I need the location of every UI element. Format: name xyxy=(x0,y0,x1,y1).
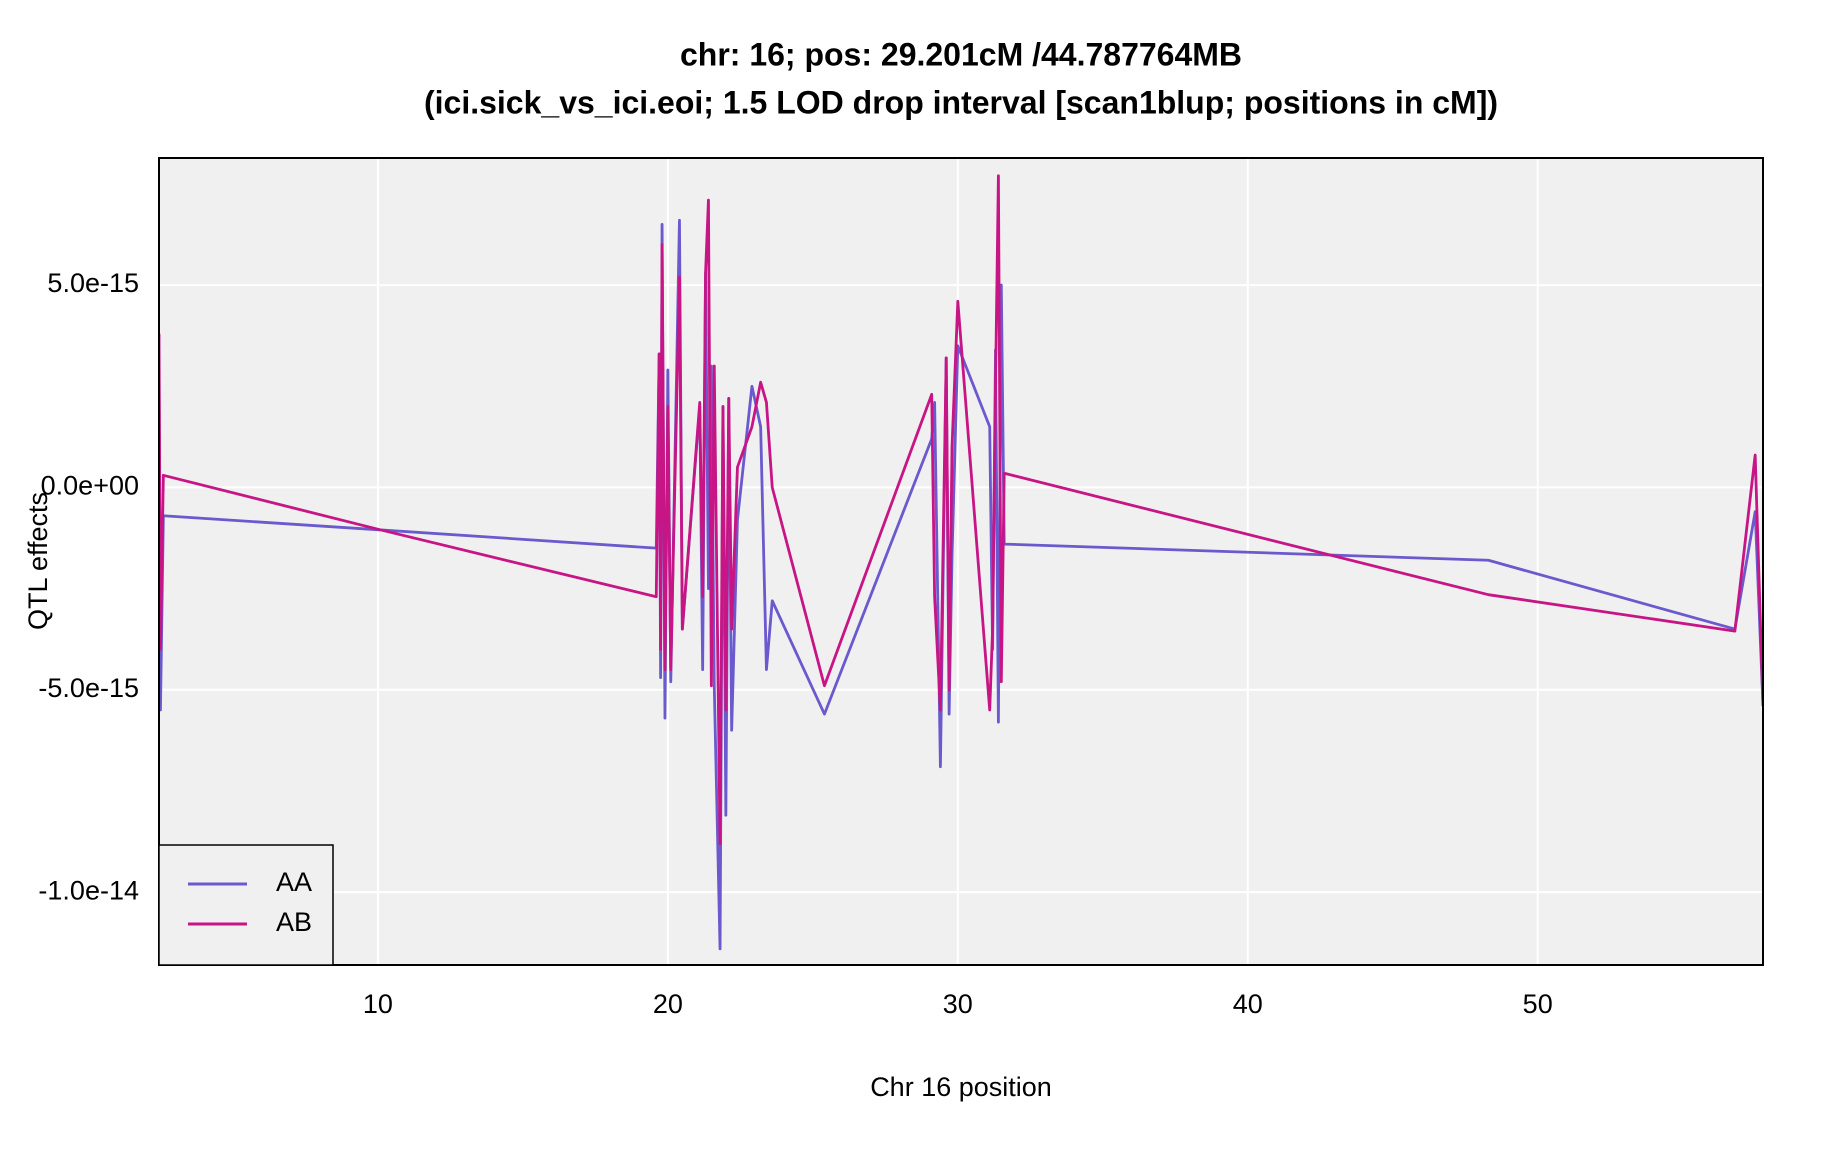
legend-box xyxy=(158,844,334,966)
x-tick-label: 30 xyxy=(943,989,973,1019)
y-tick-label: 5.0e-15 xyxy=(47,268,139,298)
x-tick-label: 10 xyxy=(363,989,393,1019)
y-tick-label: 0.0e+00 xyxy=(41,471,139,501)
series-line xyxy=(159,174,1763,845)
y-tick-label: -1.0e-14 xyxy=(38,875,139,905)
y-tick-label: -5.0e-15 xyxy=(38,673,139,703)
legend-label: AB xyxy=(276,907,312,937)
chart-title: chr: 16; pos: 29.201cM /44.787764MB xyxy=(680,36,1242,72)
x-axis-label: Chr 16 position xyxy=(870,1072,1052,1102)
x-tick-label: 20 xyxy=(653,989,683,1019)
y-axis-label: QTL effects xyxy=(23,492,53,630)
legend-label: AA xyxy=(276,867,312,897)
x-tick-label: 50 xyxy=(1523,989,1553,1019)
plot-border xyxy=(158,157,1764,966)
x-tick-label: 40 xyxy=(1233,989,1263,1019)
plot-background xyxy=(159,158,1763,965)
chart-title: (ici.sick_vs_ici.eoi; 1.5 LOD drop inter… xyxy=(424,84,1498,120)
